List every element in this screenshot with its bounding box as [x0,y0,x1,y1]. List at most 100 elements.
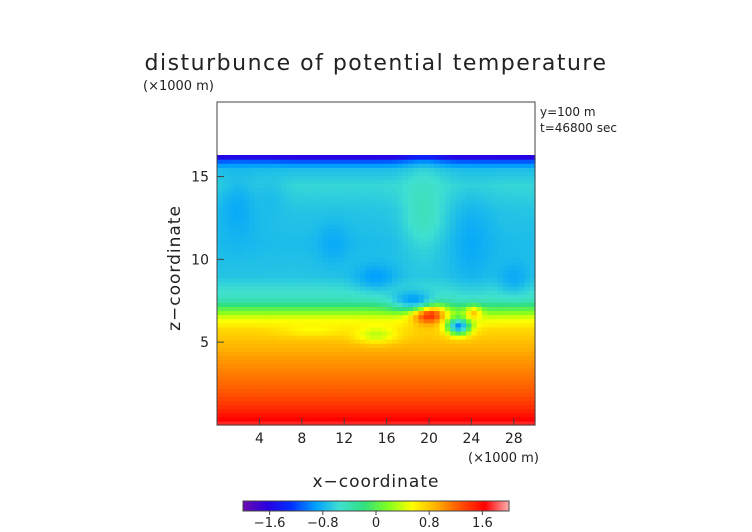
heatmap-cell [370,363,377,369]
heatmap-cell [370,155,377,160]
heatmap-cell [513,384,520,389]
heatmap-cell [328,175,335,181]
heatmap-cell [360,326,366,332]
heatmap-cell [323,232,329,238]
heatmap-cell [312,310,319,316]
heatmap-cell [301,171,308,177]
heatmap-cell [222,277,229,283]
heatmap-cell [519,375,525,381]
heatmap-cell [248,163,255,168]
heatmap-cell [243,257,250,262]
heatmap-cell [434,249,441,254]
heatmap-cell [312,363,319,369]
heatmap-cell [238,347,245,352]
heatmap-cell [259,351,266,357]
heatmap-cell [513,416,520,422]
heatmap-cell [254,388,260,393]
heatmap-cell [413,367,419,373]
heatmap-cell [328,195,335,201]
heatmap-cell [248,240,255,246]
heatmap-cell [312,375,319,381]
heatmap-cell [328,240,335,246]
heatmap-cell [397,232,404,238]
heatmap-cell [444,298,451,303]
heatmap-cell [333,420,340,426]
heatmap-cell [439,277,446,283]
heatmap-cell [301,220,308,226]
heatmap-cell [291,355,298,361]
heatmap-cell [471,367,478,373]
heatmap-cell [455,191,462,197]
heatmap-cell [270,167,276,172]
heatmap-cell [323,183,329,189]
heatmap-cell [227,167,234,172]
heatmap-cell [381,396,388,402]
heatmap-cell [476,183,483,189]
heatmap-cell [376,322,382,328]
heatmap-cell [243,375,250,381]
heatmap-cell [513,400,520,406]
heatmap-cell [285,281,292,287]
heatmap-cell [365,261,372,267]
heatmap-cell [513,212,520,217]
heatmap-cell [291,396,298,402]
heatmap-cell [254,396,260,402]
heatmap-cell [519,404,525,410]
heatmap-cell [296,306,303,312]
heatmap-cell [397,335,404,340]
heatmap-cell [519,302,525,307]
heatmap-cell [423,412,430,418]
heatmap-cell [386,322,393,328]
heatmap-cell [381,375,388,381]
heatmap-cell [503,179,510,185]
heatmap-cell [492,412,499,418]
heatmap-cell [232,371,239,377]
heatmap-cell [280,351,287,357]
heatmap-cell [280,285,287,291]
heatmap-cell [370,265,377,271]
heatmap-cell [492,384,499,389]
heatmap-cell [397,257,404,262]
heatmap-cell [434,163,441,168]
heatmap-cell [455,335,462,340]
heatmap-cell [450,240,457,246]
heatmap-cell [254,294,260,299]
heatmap-cell [455,318,462,324]
heatmap-cell [519,155,525,160]
heatmap-cell [222,155,229,160]
heatmap-cell [307,281,313,287]
heatmap-cell [503,384,510,389]
heatmap-cell [429,195,435,201]
heatmap-cell [466,183,472,189]
heatmap-cell [413,167,419,172]
heatmap-cell [524,400,531,406]
heatmap-cell [360,322,366,328]
heatmap-cell [487,195,494,201]
heatmap-cell [487,306,494,312]
heatmap-cell [471,269,478,275]
heatmap-cell [476,392,483,397]
heatmap-cell [275,388,282,393]
heatmap-cell [386,183,393,189]
heatmap-cell [365,375,372,381]
heatmap-cell [508,351,515,357]
heatmap-cell [238,294,245,299]
heatmap-cell [259,200,266,205]
heatmap-cell [529,371,536,377]
heatmap-cell [270,367,276,373]
heatmap-cell [529,347,536,352]
heatmap-cell [402,228,409,234]
heatmap-cell [307,155,313,160]
heatmap-cell [423,277,430,283]
heatmap-cell [312,155,319,160]
heatmap-cell [386,355,393,361]
heatmap-cell [270,191,276,197]
heatmap-cell [323,412,329,418]
heatmap-cell [238,384,245,389]
heatmap-cell [317,240,324,246]
heatmap-cell [280,384,287,389]
heatmap-cell [365,392,372,397]
heatmap-cell [291,261,298,267]
heatmap-cell [307,273,313,279]
x-tick-label: 12 [335,431,353,447]
